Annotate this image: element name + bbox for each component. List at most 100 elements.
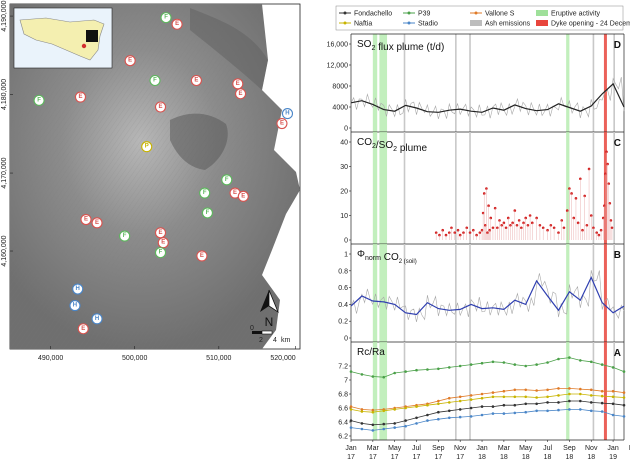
x-tick-month: Nov: [585, 445, 598, 452]
series-marker: [622, 403, 626, 407]
panel-title-part: SO: [357, 39, 372, 50]
series-marker: [349, 405, 353, 408]
site-marker: [154, 101, 167, 113]
series-marker: [360, 408, 364, 411]
x-tick-year: 17: [391, 454, 399, 461]
series-marker: [426, 413, 429, 417]
site-marker: [77, 323, 89, 335]
y-tick-label: 12,000: [327, 63, 349, 70]
legend-swatch-dot: [474, 11, 478, 15]
series-marker: [611, 402, 615, 406]
series-line: [350, 357, 625, 378]
ash-emission: [592, 342, 595, 440]
legend-swatch-dot: [407, 11, 411, 15]
series-marker: [589, 401, 593, 404]
ash-emission: [403, 342, 406, 440]
x-tick-month: Jan: [607, 445, 618, 452]
legend-swatch-dot: [343, 21, 347, 25]
panel-letter: D: [614, 40, 621, 51]
series-line: [350, 82, 625, 113]
x-tick-year: 17: [434, 454, 442, 461]
panel-letter: A: [614, 348, 621, 359]
map-y-tick-label: 4,180,000: [1, 79, 8, 110]
site-label: E: [280, 121, 284, 127]
series-marker: [437, 417, 440, 421]
panel-title: Rc/Ra: [357, 347, 385, 358]
series-marker: [382, 409, 386, 413]
site-marker: [157, 237, 169, 249]
series-marker: [437, 402, 440, 406]
series-marker: [557, 408, 560, 412]
series-marker: [404, 406, 407, 410]
x-tick-year: 17: [413, 454, 421, 461]
series-marker: [502, 412, 506, 415]
series-line: [350, 408, 625, 431]
scale-unit: km: [281, 337, 291, 344]
site-marker: [154, 227, 167, 239]
site-marker: [80, 213, 92, 226]
series-marker: [491, 391, 495, 394]
eruptive-period: [566, 342, 570, 440]
series-marker: [557, 387, 560, 390]
site-marker: [91, 217, 103, 229]
x-tick-year: 18: [522, 454, 530, 461]
series-marker: [546, 388, 549, 392]
panel-title-part: 2: [372, 143, 376, 150]
site-marker: [190, 74, 202, 87]
legend-swatch-box: [536, 20, 548, 26]
site-marker: [72, 283, 84, 295]
x-tick-month: Mar: [367, 445, 380, 452]
series-marker: [611, 366, 615, 369]
x-tick-month: Sep: [563, 445, 576, 452]
series-marker: [491, 360, 495, 364]
legend-label: Vallone S: [485, 11, 515, 18]
series-marker: [447, 401, 451, 404]
series-marker: [622, 370, 626, 373]
series-marker: [502, 389, 506, 393]
series-marker: [524, 410, 528, 414]
panel-title-part: 2 (soil): [399, 259, 417, 265]
series-marker: [524, 364, 528, 368]
series-marker: [568, 392, 571, 396]
series-marker: [611, 413, 615, 417]
panel-a: 6.2 6.4 6.6 6.8 7 7.2 Rc/Ra A: [338, 342, 626, 441]
valle-del-bove: [170, 113, 228, 170]
north-label: N: [265, 315, 274, 329]
dyke-opening: [603, 34, 607, 132]
series-marker: [568, 387, 571, 390]
site-marker: [232, 78, 244, 90]
hillshade-texture: [10, 4, 300, 349]
series-marker: [579, 408, 582, 411]
legend-label: Dyke opening - 24 December: [551, 21, 630, 28]
series-marker: [469, 398, 473, 401]
series-marker: [447, 409, 451, 413]
ash-emission: [613, 244, 615, 342]
series-marker: [447, 396, 451, 400]
series-marker: [579, 399, 582, 403]
series-marker: [568, 356, 571, 359]
y-tick-label: 6.6: [338, 406, 348, 413]
eruptive-period: [379, 244, 388, 342]
site-marker: [235, 88, 247, 100]
site-label: E: [161, 240, 165, 246]
ash-emission: [469, 244, 471, 342]
site-label: F: [159, 250, 163, 256]
x-tick-month: Jul: [412, 445, 421, 452]
y-tick-label: 16,000: [327, 42, 349, 49]
site-marker: [221, 174, 233, 186]
legend-swatch-box: [470, 20, 482, 26]
series-marker: [371, 410, 375, 414]
series-marker: [426, 419, 429, 422]
panel-title: CO2/SO2 plume: [357, 137, 428, 154]
x-tick-year: 18: [500, 454, 508, 461]
site-label: F: [123, 233, 127, 239]
panel-title-part: CO: [381, 252, 399, 263]
x-tick-month: May: [388, 445, 402, 452]
legend-swatch-dot: [407, 21, 411, 25]
series-marker: [382, 422, 386, 426]
map-y-ticks: 4,190,000 4,180,000 4,170,000 4,160,000: [1, 0, 13, 267]
series-marker: [415, 422, 418, 425]
series-marker: [535, 389, 538, 392]
